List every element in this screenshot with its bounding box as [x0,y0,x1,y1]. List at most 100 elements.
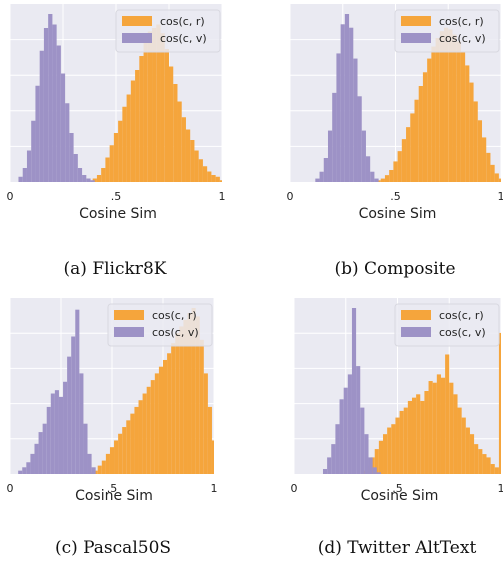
histogram-bar [498,332,501,474]
histogram-bar [207,406,212,474]
legend-label: cos(c, v) [152,326,199,339]
histogram-bar [486,152,491,182]
x-tick-label: 0 [291,482,298,495]
histogram-bar [138,400,143,474]
histogram-bar [18,176,23,182]
histogram-bar [185,129,191,182]
legend-label: cos(c, r) [152,309,197,322]
histogram-bar [134,406,139,474]
histogram-bar [26,462,31,474]
histogram-bar [387,427,392,474]
histogram-bar [395,417,400,474]
histogram-bar [397,151,402,182]
legend-swatch [122,16,152,26]
histogram-bar [414,99,419,182]
histogram-bar [351,308,357,474]
histogram-bar [380,178,385,182]
legend-swatch [401,310,431,320]
histogram-bar [439,31,445,183]
series-cos-c-r [376,27,501,183]
histogram-bar [163,359,168,474]
histogram-bar [215,176,220,182]
histogram-bar [113,133,119,182]
histogram-bar [361,130,366,182]
histogram-bar [160,33,165,182]
histogram-bar [327,130,333,182]
histogram-bar [365,156,371,182]
x-axis-label: Cosine Sim [361,488,439,504]
histogram-bar [97,465,102,474]
histogram-bar [187,313,192,474]
histogram-bar [90,180,95,182]
series-cos-c-v [18,14,95,182]
histogram-bar [50,393,55,474]
histogram-bar [323,158,328,182]
histogram-bar [498,178,501,182]
histogram-bar [444,27,449,183]
histogram-bar [169,66,174,182]
histogram-bar [75,309,80,474]
histogram-bar [147,31,153,182]
x-axis-label: Cosine Sim [75,488,153,504]
histogram-bar [199,339,204,474]
x-tick-label: 0 [7,190,14,203]
histogram-bar [173,84,178,182]
panel-caption: (d) Twitter AltText [318,538,477,558]
histogram-bar [424,391,429,474]
histogram-bar [105,157,110,182]
legend-label: cos(c, v) [439,326,486,339]
legend-swatch [401,16,431,26]
histogram-bar [448,29,453,182]
histogram-bar [490,164,495,182]
histogram-bar [207,171,212,182]
histogram-bar [372,467,377,474]
histogram-bar [418,86,423,182]
histogram-bar [56,45,61,182]
histogram-bar [167,353,172,474]
histogram-bar [79,373,84,474]
histogram-bar [336,53,341,182]
histogram-bar [48,14,53,182]
histogram-bar [31,120,36,182]
histogram-bar [158,366,163,474]
histogram-bar [152,28,157,182]
histogram-bar [190,140,195,182]
histogram-bar [71,336,76,474]
histogram-bar [118,433,123,474]
x-tick-label: 0 [287,190,294,203]
chart-panel-1: 0 .5 1 Cosine Sim cos(c, r) cos(c, v) (a) Flic… [7,4,226,279]
legend-swatch [401,33,431,43]
histogram-bar [164,49,169,182]
series-cos-c-v [315,14,379,183]
legend-label: cos(c, r) [439,15,484,28]
legend-label: cos(c, r) [439,309,484,322]
histogram-bar [465,427,470,474]
histogram-bar [420,400,425,474]
histogram-bar [407,400,412,474]
histogram-bar [82,175,87,182]
series-cos-c-v [18,309,96,474]
histogram-bar [340,24,345,182]
histogram-bar [353,58,358,183]
histogram-bar [65,103,70,182]
histogram-bar [449,382,454,474]
x-axis-label: Cosine Sim [359,206,437,222]
x-tick-label: .5 [107,482,118,495]
histogram-bar [347,374,352,474]
legend-label: cos(c, v) [439,32,486,45]
legend: cos(c, r) cos(c, v) [115,9,221,53]
histogram-bar [58,396,64,474]
x-tick-label: 1 [498,190,503,203]
histogram-bar [30,453,35,474]
chart-panel-4: 0 .5 1 Cosine Sim cos(c, r) cos(c, v) (d) Twit… [291,298,503,558]
histogram-bar [339,399,344,474]
histogram-bar [456,41,461,182]
histogram-bar [331,444,336,474]
panel-caption: (b) Composite [334,259,455,279]
histogram-bar [411,397,417,474]
histogram-bar [327,457,332,474]
histogram-bar [332,92,337,182]
histogram-bar [177,101,182,182]
histogram-bar [399,410,404,474]
